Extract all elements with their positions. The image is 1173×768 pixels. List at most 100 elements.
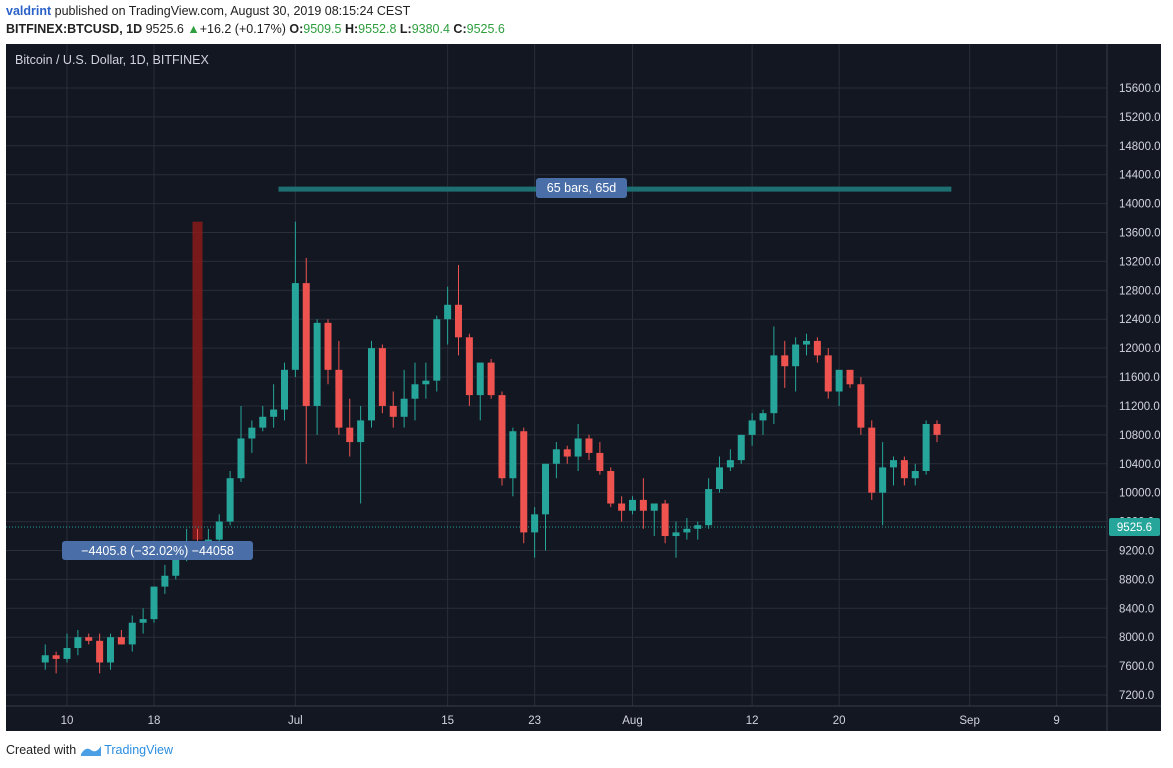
candle-body (291, 283, 299, 370)
candle-body (596, 452, 604, 471)
candle-body (335, 369, 343, 428)
y-tick-label: 14400.0 (1119, 170, 1161, 182)
candle-body (368, 348, 375, 421)
last-price: 9525.6 (145, 22, 184, 36)
candle-body (716, 467, 723, 490)
candle-body (552, 449, 560, 464)
y-tick-label: 10400.0 (1119, 459, 1161, 471)
candle-body (531, 514, 539, 533)
candle-body (835, 369, 843, 392)
candle-body (759, 413, 767, 421)
candle-body (933, 424, 941, 435)
x-tick-label: 23 (528, 715, 541, 727)
candle-body (128, 622, 136, 645)
y-tick-label: 8000.0 (1119, 632, 1154, 644)
candle-body (509, 431, 517, 479)
candle-body (281, 369, 288, 410)
x-tick-label: 10 (61, 715, 74, 727)
candle-body (400, 398, 408, 417)
candle-body (226, 478, 234, 522)
chart-title: Bitcoin / U.S. Dollar, 1D, BITFINEX (15, 53, 209, 67)
tradingview-logo-icon (81, 746, 102, 756)
candle-body (639, 499, 647, 511)
candle-body (563, 449, 571, 457)
candle-body (85, 637, 93, 641)
high-value: 9552.8 (358, 22, 397, 36)
y-tick-label: 10000.0 (1119, 488, 1161, 500)
date-range-label-bg (536, 178, 627, 198)
publish-info: valdrint published on TradingView.com, A… (6, 4, 410, 18)
candle-body (607, 470, 615, 504)
candle-body (661, 503, 669, 537)
candle-body (107, 637, 114, 663)
candle-body (422, 380, 430, 385)
candle-body (313, 322, 321, 406)
candle-body (161, 575, 169, 587)
price-range-bar[interactable] (192, 221, 203, 540)
published-text: published on TradingView.com, August 30,… (54, 4, 411, 18)
candle-body (520, 431, 528, 533)
candle-body (900, 460, 908, 479)
candle-body (890, 460, 897, 468)
candle-body (41, 655, 49, 663)
candle-body (139, 619, 147, 623)
candle-body (324, 322, 332, 370)
x-tick-label: 18 (148, 715, 161, 727)
candle-body (487, 362, 495, 396)
x-tick-label: Sep (959, 715, 979, 727)
symbol-bar: BITFINEX:BTCUSD, 1D 9525.6 ▲+16.2 (+0.17… (6, 22, 505, 36)
high-label: H: (344, 22, 359, 36)
y-tick-label: 15200.0 (1119, 112, 1161, 124)
candle-body (737, 434, 745, 461)
low-value: 9380.4 (411, 22, 450, 36)
x-tick-label: 9 (1053, 715, 1059, 727)
price-chart[interactable]: 7200.07600.08000.08400.08800.09200.09600… (6, 44, 1161, 731)
candle-body (215, 521, 223, 540)
candle-body (629, 499, 636, 511)
candle-body (585, 438, 593, 453)
candle-body (444, 304, 452, 320)
y-tick-label: 7200.0 (1119, 690, 1154, 702)
price-range-label-bg (62, 541, 253, 560)
tradingview-link[interactable]: TradingView (80, 743, 173, 757)
candle-body (846, 369, 854, 385)
candle-body (705, 489, 713, 526)
candle-body (378, 348, 386, 406)
candle-body (542, 463, 549, 515)
y-tick-label: 10800.0 (1119, 430, 1161, 442)
candle-body (237, 438, 245, 479)
candle-body (357, 420, 365, 443)
low-label: L: (399, 22, 412, 36)
candle-body (270, 409, 278, 417)
author-link[interactable]: valdrint (6, 4, 52, 18)
open-label: O: (289, 22, 304, 36)
close-label: C: (453, 22, 467, 36)
y-tick-label: 15600.0 (1119, 83, 1161, 95)
candle-body (117, 637, 125, 645)
candle-body (726, 460, 734, 468)
candle-body (259, 416, 267, 428)
candle-body (389, 405, 397, 417)
candle-body (683, 528, 691, 533)
y-tick-label: 14000.0 (1119, 199, 1161, 211)
candle-body (857, 384, 865, 428)
candle-body (781, 355, 789, 367)
tradingview-brand: TradingView (104, 743, 173, 757)
candle-body (748, 420, 756, 435)
candle-body (302, 283, 310, 406)
candle-body (96, 640, 104, 663)
candle-body (694, 525, 702, 529)
y-tick-label: 13600.0 (1119, 228, 1161, 240)
y-tick-label: 12800.0 (1119, 285, 1161, 297)
up-arrow-icon: ▲ (187, 22, 200, 36)
candle-body (433, 319, 441, 381)
y-tick-label: 11600.0 (1119, 372, 1160, 384)
candle-body (455, 304, 462, 338)
x-tick-label: Aug (622, 715, 642, 727)
y-tick-label: 12000.0 (1119, 343, 1161, 355)
last-price-tag-bg (1109, 517, 1160, 536)
candle-body (52, 655, 60, 659)
symbol-label: BITFINEX:BTCUSD, 1D (6, 22, 143, 36)
x-tick-label: Jul (288, 715, 303, 727)
x-tick-label: 20 (833, 715, 846, 727)
